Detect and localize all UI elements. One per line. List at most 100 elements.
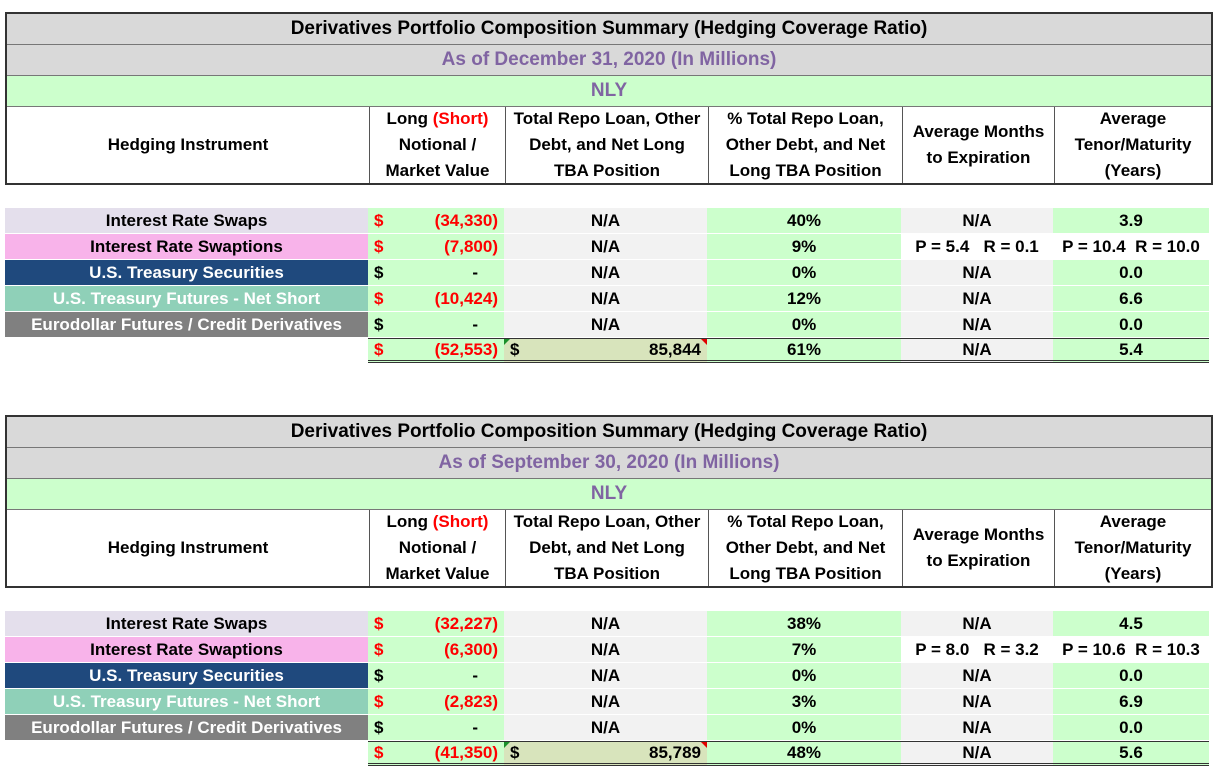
repo-cell: N/A (504, 260, 707, 285)
total-label-spacer (5, 338, 368, 363)
row-label: Interest Rate Swaps (5, 611, 368, 636)
total-tenor-cell: 5.6 (1053, 741, 1209, 766)
dollar-sign: $ (374, 717, 384, 737)
col-header-months: Average Months to Expiration (903, 510, 1055, 586)
total-notional-cell: $ (52,553) (368, 338, 504, 363)
header-text: Other Debt, and Net (725, 538, 886, 557)
dollar-sign: $ (510, 339, 520, 359)
notional-cell: $ - (368, 260, 504, 285)
table-row: Interest Rate Swaptions $ (7,800) N/A 9% … (5, 234, 1213, 260)
comment-indicator-icon (504, 742, 510, 748)
dollar-sign: $ (374, 691, 384, 711)
repo-cell: N/A (504, 715, 707, 740)
notional-cell: $ - (368, 715, 504, 740)
dollar-sign: $ (374, 665, 384, 685)
col-header-instrument: Hedging Instrument (7, 510, 370, 586)
header-text: Tenor/Maturity (1074, 538, 1192, 557)
header-short-text: (Short) (432, 512, 489, 531)
row-label: Interest Rate Swaps (5, 208, 368, 233)
total-pct-cell: 61% (707, 338, 901, 363)
total-repo-amount: 85,789 (649, 742, 701, 762)
total-row: $ (41,350) $85,789 48% N/A 5.6 (5, 741, 1213, 767)
entity-label: NLY (7, 479, 1211, 510)
total-label-spacer (5, 741, 368, 766)
notional-cell: $ (6,300) (368, 637, 504, 662)
row-label: Eurodollar Futures / Credit Derivatives (5, 715, 368, 740)
pct-cell: 38% (707, 611, 901, 636)
tenor-cell: P = 10.6 R = 10.3 (1062, 639, 1200, 659)
table-header-dec-2020: Derivatives Portfolio Composition Summar… (5, 12, 1213, 185)
header-text: Average (1099, 512, 1167, 531)
repo-cell: N/A (504, 312, 707, 337)
dollar-sign: $ (374, 613, 384, 633)
repo-cell: N/A (504, 208, 707, 233)
notional-cell: $ (2,823) (368, 689, 504, 714)
months-cell: N/A (901, 260, 1053, 285)
dollar-sign: $ (374, 210, 384, 230)
repo-cell: N/A (504, 689, 707, 714)
col-header-repo: Total Repo Loan, Other Debt, and Net Long… (506, 510, 709, 586)
table-row: U.S. Treasury Securities $ - N/A 0% N/A 0… (5, 260, 1213, 286)
col-header-notional: Long (Short) Notional / Market Value (370, 510, 506, 586)
notional-amount: (32,227) (434, 613, 498, 633)
tenor-cell: 6.6 (1053, 286, 1209, 311)
total-tenor-cell: 5.4 (1053, 338, 1209, 363)
row-label: U.S. Treasury Futures - Net Short (5, 689, 368, 714)
notional-amount: - (472, 665, 478, 685)
table-row: Eurodollar Futures / Credit Derivatives … (5, 715, 1213, 741)
entity-label: NLY (7, 76, 1211, 107)
col-header-months: Average Months to Expiration (903, 107, 1055, 183)
dollar-sign: $ (374, 236, 384, 256)
notional-amount: (2,823) (444, 691, 498, 711)
pct-cell: 7% (707, 637, 901, 662)
dollar-sign: $ (374, 339, 384, 359)
table-title: Derivatives Portfolio Composition Summar… (7, 14, 1211, 45)
notional-amount: (7,800) (444, 236, 498, 256)
col-header-repo: Total Repo Loan, Other Debt, and Net Long… (506, 107, 709, 183)
header-text: Market Value (385, 161, 490, 180)
header-text: Debt, and Net Long (529, 135, 685, 154)
col-header-notional: Long (Short) Notional / Market Value (370, 107, 506, 183)
tenor-cell: 0.0 (1053, 715, 1209, 740)
dollar-sign: $ (374, 639, 384, 659)
header-text: Long TBA Position (729, 161, 882, 180)
months-cell: P = 8.0 R = 3.2 (915, 639, 1039, 659)
total-notional-cell: $ (41,350) (368, 741, 504, 766)
header-text: Long TBA Position (729, 564, 882, 583)
months-cell: N/A (901, 715, 1053, 740)
header-text: % Total Repo Loan, (727, 512, 884, 531)
repo-cell: N/A (504, 663, 707, 688)
tenor-cell: P = 10.4 R = 10.0 (1062, 236, 1200, 256)
pct-cell: 0% (707, 260, 901, 285)
notional-cell: $ (7,800) (368, 234, 504, 259)
total-months-cell: N/A (901, 741, 1053, 766)
months-cell: N/A (901, 611, 1053, 636)
notional-cell: $ - (368, 312, 504, 337)
col-header-tenor: Average Tenor/Maturity (Years) (1055, 107, 1211, 183)
months-cell: N/A (901, 286, 1053, 311)
repo-cell: N/A (504, 637, 707, 662)
table-row: Interest Rate Swaps $ (34,330) N/A 40% N/… (5, 208, 1213, 234)
repo-cell: N/A (504, 286, 707, 311)
header-text: Other Debt, and Net (725, 135, 886, 154)
total-months-cell: N/A (901, 338, 1053, 363)
column-headers: Hedging Instrument Long (Short) Notional … (7, 510, 1211, 586)
tenor-cell: 4.5 (1053, 611, 1209, 636)
tenor-cell: 3.9 (1053, 208, 1209, 233)
total-repo-cell: $85,789 (504, 741, 707, 766)
col-header-instrument: Hedging Instrument (7, 107, 370, 183)
header-short-text: (Short) (432, 109, 489, 128)
pct-cell: 3% (707, 689, 901, 714)
header-text: Long (386, 512, 433, 531)
notional-amount: - (472, 717, 478, 737)
table-row: Eurodollar Futures / Credit Derivatives … (5, 312, 1213, 338)
header-text: (Years) (1104, 161, 1162, 180)
dollar-sign: $ (374, 288, 384, 308)
tenor-cell: 0.0 (1053, 663, 1209, 688)
total-row: $ (52,553) $85,844 61% N/A 5.4 (5, 338, 1213, 364)
notional-amount: - (472, 262, 478, 282)
table-subtitle: As of September 30, 2020 (In Millions) (7, 448, 1211, 479)
row-label: U.S. Treasury Futures - Net Short (5, 286, 368, 311)
repo-cell: N/A (504, 611, 707, 636)
comment-indicator-icon (701, 339, 707, 345)
